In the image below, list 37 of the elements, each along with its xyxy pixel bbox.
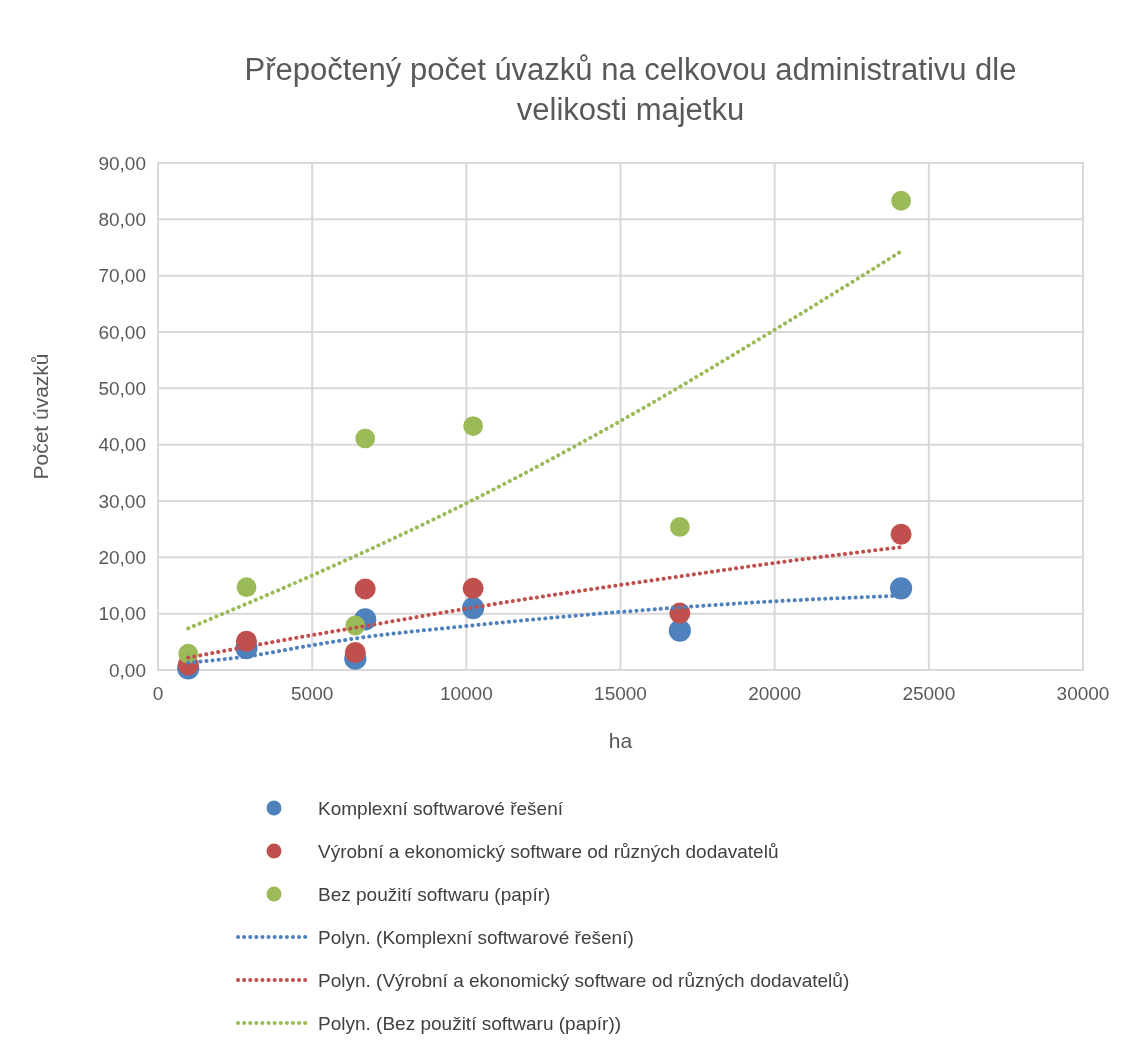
y-tick-label: 30,00 xyxy=(98,490,146,512)
y-tick-label: 0,00 xyxy=(109,659,146,681)
x-tick-label: 30000 xyxy=(1056,683,1110,704)
point xyxy=(463,416,484,436)
x-tick-label: 20000 xyxy=(748,683,802,704)
point xyxy=(669,517,690,537)
point xyxy=(889,577,913,600)
line-series xyxy=(186,249,904,631)
point xyxy=(236,577,257,598)
chart-title: Přepočtený počet úvazků na celkovou administrativu dle velikosti majetku xyxy=(244,52,1017,127)
y-tick-label: 70,00 xyxy=(98,265,146,287)
legend-label: Komplexní softwarové řešení xyxy=(318,797,564,819)
x-axis-title: ha xyxy=(608,729,633,752)
legend-label: Výrobní a ekonomický software od různých dodavatelů xyxy=(318,840,779,862)
y-tick-label: 50,00 xyxy=(98,377,146,399)
legend-label: Bez použití softwaru (papír) xyxy=(318,883,551,905)
x-tick-label: 5000 xyxy=(291,683,334,704)
point xyxy=(462,577,484,599)
point xyxy=(354,578,376,600)
x-tick-label: 25000 xyxy=(902,683,956,704)
y-tick-label: 20,00 xyxy=(98,546,146,568)
legend-label: Polyn. (Komplexní softwarové řešení) xyxy=(318,926,634,948)
x-tick-label: 15000 xyxy=(594,683,647,704)
point xyxy=(355,428,376,449)
y-tick-label: 40,00 xyxy=(98,434,146,456)
point xyxy=(890,523,912,545)
y-tick-label: 80,00 xyxy=(98,208,146,230)
point xyxy=(891,190,911,211)
y-tick-label: 90,00 xyxy=(98,152,146,174)
point xyxy=(344,642,366,664)
y-tick-label: 60,00 xyxy=(98,321,146,343)
x-tick-label: 0 xyxy=(152,683,164,704)
y-axis-title: Počet úvazků xyxy=(29,353,52,480)
y-tick-label: 10,00 xyxy=(98,603,146,625)
legend-label: Polyn. (Výrobní a ekonomický software od různých dodavatelů) xyxy=(318,969,850,991)
x-tick-label: 10000 xyxy=(439,683,493,704)
legend-label: Polyn. (Bez použití softwaru (papír)) xyxy=(318,1012,622,1034)
